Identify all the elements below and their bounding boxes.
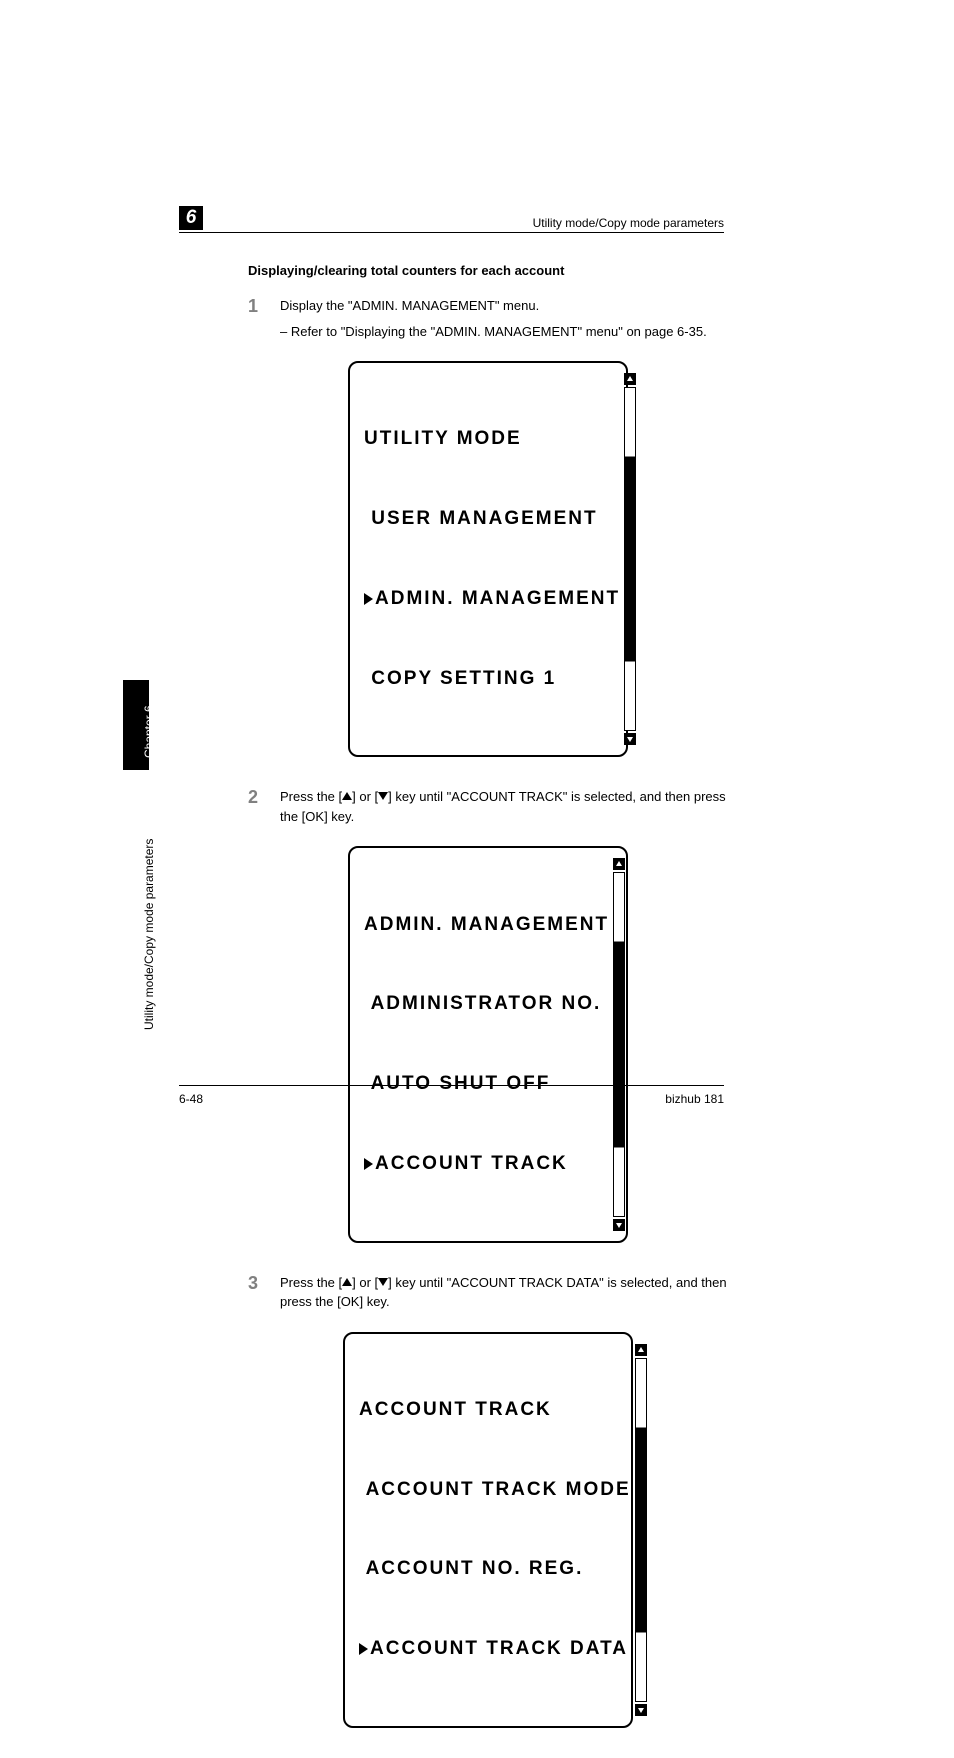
header-rule bbox=[179, 232, 724, 233]
step-text-mid: ] or [ bbox=[352, 1275, 378, 1290]
step-number: 3 bbox=[248, 1273, 280, 1312]
lcd-screen: ADMIN. MANAGEMENT ADMINISTRATOR NO. AUTO… bbox=[348, 846, 628, 1242]
lcd-line: ADMINISTRATOR NO. bbox=[364, 991, 609, 1018]
up-arrow-icon bbox=[342, 1278, 352, 1286]
step: 3 Press the [] or [] key until "ACCOUNT … bbox=[248, 1273, 728, 1312]
side-chapter-label: Chapter 6 bbox=[142, 705, 156, 758]
lcd-line: ACCOUNT TRACK bbox=[364, 1151, 609, 1178]
step-number: 1 bbox=[248, 296, 280, 341]
page-footer: 6-48 bizhub 181 bbox=[179, 1085, 724, 1106]
scroll-down-icon bbox=[635, 1704, 647, 1716]
step-subtext: – Refer to "Displaying the "ADMIN. MANAG… bbox=[280, 322, 728, 342]
scroll-track bbox=[613, 872, 625, 1216]
side-section-label: Utility mode/Copy mode parameters bbox=[142, 839, 156, 1030]
lcd-line: ADMIN. MANAGEMENT bbox=[364, 912, 609, 939]
lcd-line: ACCOUNT TRACK DATA bbox=[359, 1636, 631, 1663]
up-arrow-icon bbox=[342, 792, 352, 800]
section-title: Displaying/clearing total counters for e… bbox=[248, 263, 728, 278]
lcd-line: ACCOUNT TRACK bbox=[359, 1397, 631, 1424]
lcd-line: UTILITY MODE bbox=[364, 426, 620, 453]
running-head: Utility mode/Copy mode parameters bbox=[533, 216, 724, 230]
step-text-mid: ] or [ bbox=[352, 789, 378, 804]
down-arrow-icon bbox=[378, 792, 388, 800]
scroll-up-icon bbox=[613, 858, 625, 870]
footer-page-number: 6-48 bbox=[179, 1092, 203, 1106]
lcd-screen: UTILITY MODE USER MANAGEMENT ADMIN. MANA… bbox=[348, 361, 628, 757]
cursor-icon bbox=[359, 1643, 368, 1655]
chapter-number-badge: 6 bbox=[179, 206, 203, 230]
lcd-line: ADMIN. MANAGEMENT bbox=[364, 586, 620, 613]
step: 1 Display the "ADMIN. MANAGEMENT" menu. … bbox=[248, 296, 728, 341]
scroll-track bbox=[624, 387, 636, 731]
lcd-line: COPY SETTING 1 bbox=[364, 666, 620, 693]
cursor-icon bbox=[364, 1158, 373, 1170]
step: 2 Press the [] or [] key until "ACCOUNT … bbox=[248, 787, 728, 826]
lcd-scrollbar bbox=[613, 858, 625, 1230]
lcd-line: USER MANAGEMENT bbox=[364, 506, 620, 533]
step-text: Display the "ADMIN. MANAGEMENT" menu. bbox=[280, 298, 539, 313]
step-number: 2 bbox=[248, 787, 280, 826]
lcd-line: ACCOUNT NO. REG. bbox=[359, 1556, 631, 1583]
lcd-scrollbar bbox=[624, 373, 636, 745]
scroll-track bbox=[635, 1358, 647, 1702]
step-text-pre: Press the [ bbox=[280, 1275, 342, 1290]
cursor-icon bbox=[364, 593, 373, 605]
lcd-line: ACCOUNT TRACK MODE bbox=[359, 1477, 631, 1504]
scroll-up-icon bbox=[624, 373, 636, 385]
step-text-pre: Press the [ bbox=[280, 789, 342, 804]
scroll-down-icon bbox=[624, 733, 636, 745]
side-chapter-tab: Chapter 6 bbox=[123, 680, 149, 770]
lcd-screen: ACCOUNT TRACK ACCOUNT TRACK MODE ACCOUNT… bbox=[343, 1332, 633, 1728]
scroll-down-icon bbox=[613, 1219, 625, 1231]
lcd-scrollbar bbox=[635, 1344, 647, 1716]
down-arrow-icon bbox=[378, 1278, 388, 1286]
footer-model: bizhub 181 bbox=[665, 1092, 724, 1106]
